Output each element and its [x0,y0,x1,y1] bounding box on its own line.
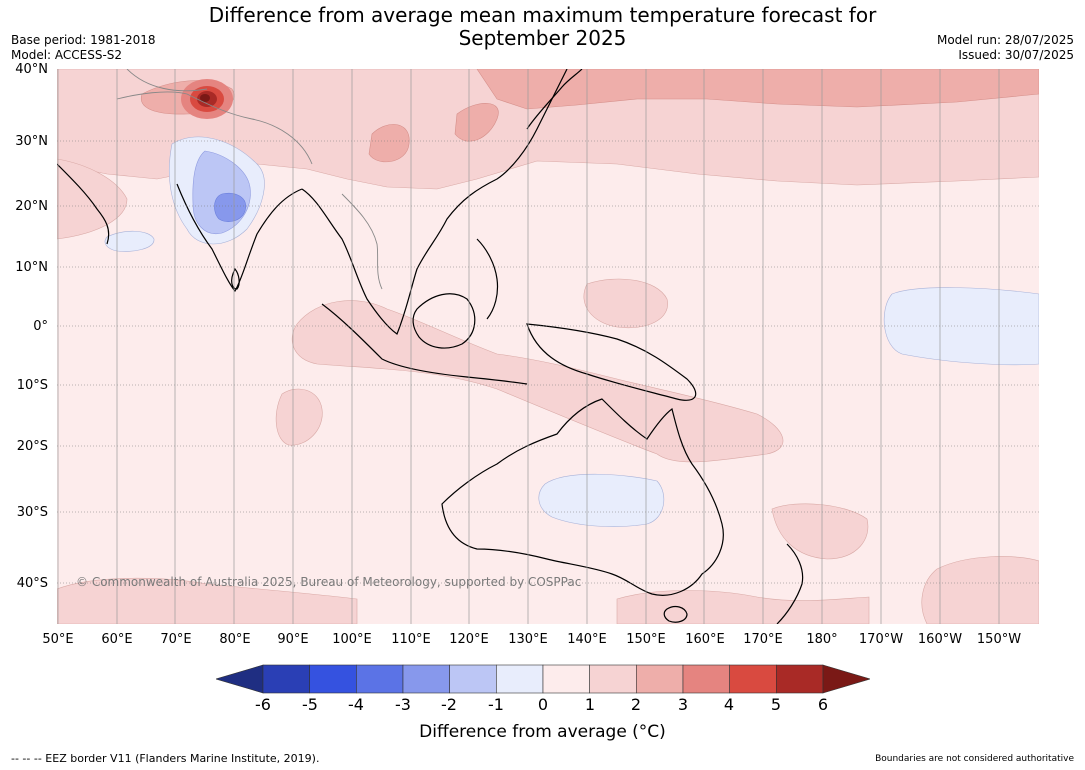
colorbar-label: Difference from average (°C) [419,722,666,742]
meridians [57,69,1000,624]
colorbar-segment [262,664,310,694]
coastline-india [176,183,303,293]
lon-tick: 110°E [391,632,431,647]
lon-tick: 150°E [626,632,666,647]
lon-tick: 170°E [743,632,783,647]
colorbar-segment [636,664,684,694]
colorbar-tick: 5 [770,695,782,714]
colorbar-segment [589,664,637,694]
anomaly-patch-1-2-south-east [616,590,870,624]
anomaly-patch-neg3-neg2-india [214,192,246,222]
colorbar-tick: 0 [537,695,549,714]
coastline-tasmania [663,605,688,623]
colorbar-segment [356,664,404,694]
colorbar-tick: -6 [255,695,271,714]
anomaly-patch-1-2-south [57,577,358,624]
colorbar-tick: -5 [302,695,318,714]
lat-tick: 40°S [16,576,48,591]
colorbar-segment [729,664,777,694]
colorbar-segment [309,664,357,694]
colorbar-tick: -4 [348,695,364,714]
country-borders [116,69,383,290]
coastline-philippines [476,238,499,320]
colorbar-segment [682,664,730,694]
model-run: Model run: 28/07/2025 [936,33,1074,47]
anomaly-patch-2-3-china [368,124,410,163]
anomaly-patch-1-2-tasman [771,503,869,560]
lon-tick: 70°E [160,632,192,647]
lon-tick: 140°E [567,632,607,647]
border-himalaya [116,91,313,165]
coastlines [57,69,804,624]
coastline-new-guinea [526,323,697,401]
coastline-borneo [412,293,476,349]
copyright-notice: © Commonwealth of Australia 2025, Bureau… [76,575,581,589]
border-china [126,69,208,92]
lon-tick: 170°W [858,632,904,647]
colorbar-tick: 2 [630,695,642,714]
coastline-japan [526,69,583,130]
lon-tick: 160°E [685,632,725,647]
lat-tick: 30°N [15,134,48,149]
colorbar-tick: 6 [817,695,829,714]
anomaly-patch-1-2-south-pacific [921,556,1039,624]
colorbar-extend-high [822,664,870,694]
colorbar-segment [496,664,544,694]
coastline-sumatra-java [321,303,528,385]
colorbar-segment [776,664,824,694]
lon-tick: 90°E [277,632,309,647]
lon-tick: 50°E [42,632,74,647]
colorbar-segment [542,664,590,694]
colorbar-tick: 3 [677,695,689,714]
colorbar-tick: -1 [488,695,504,714]
lat-tick: 0° [33,319,48,334]
anomaly-patch-over-6 [200,94,210,102]
lat-tick: 30°S [16,505,48,520]
lon-tick: 100°E [332,632,372,647]
meta-left: Base period: 1981-2018 Model: ACCESS-S2 [11,33,156,63]
lat-tick: 10°S [16,378,48,393]
colorbar-segment [449,664,497,694]
boundaries-disclaimer: Boundaries are not considered authoritat… [875,754,1074,764]
anomaly-patch-neg1-0-australia [538,473,665,527]
lon-tick: 60°E [101,632,133,647]
colorbar-tick: -3 [395,695,411,714]
colorbar-tick: 1 [584,695,596,714]
coastline-sri-lanka [231,267,240,290]
model-name: Model: ACCESS-S2 [11,48,123,62]
anomaly-patch-1-2-northwest [57,158,128,240]
issued-date: Issued: 30/07/2025 [958,48,1074,62]
lon-tick: 160°W [917,632,963,647]
coastline-arabia [57,163,110,245]
colorbar-tick: 4 [723,695,735,714]
eez-border-note: -- -- -- EEZ border V11 (Flanders Marine… [11,752,320,765]
title-line-2: September 2025 [458,26,627,50]
border-indochina [341,193,383,290]
lon-tick: 150°W [976,632,1022,647]
lon-tick: 130°E [508,632,548,647]
lat-tick: 20°N [15,199,48,214]
lon-tick: 180° [806,632,838,647]
title-line-1: Difference from average mean maximum tem… [208,3,877,27]
coastline-new-zealand [776,543,804,624]
forecast-map: © Commonwealth of Australia 2025, Bureau… [57,69,1039,624]
anomaly-patch-1-2-coral-sea [583,278,668,329]
base-period: Base period: 1981-2018 [11,33,156,47]
colorbar-tick: -2 [441,695,457,714]
colorbar [216,664,870,694]
anomaly-patch-1-2-indian-ocean [275,388,323,446]
lon-tick: 120°E [449,632,489,647]
lat-tick: 40°N [15,62,48,77]
anomaly-patch-2-3-japan-sea [454,103,499,142]
colorbar-segment [402,664,450,694]
map-title: Difference from average mean maximum tem… [0,4,1085,50]
lon-tick: 80°E [219,632,251,647]
anomaly-patch-neg1-0-pacific [883,287,1039,366]
colorbar-extend-low [216,664,264,694]
lat-tick: 20°S [16,439,48,454]
coastline-australia [441,398,724,596]
anomaly-band-2-3-north [476,69,1039,110]
lat-tick: 10°N [15,260,48,275]
meta-right: Model run: 28/07/2025 Issued: 30/07/2025 [937,33,1074,63]
